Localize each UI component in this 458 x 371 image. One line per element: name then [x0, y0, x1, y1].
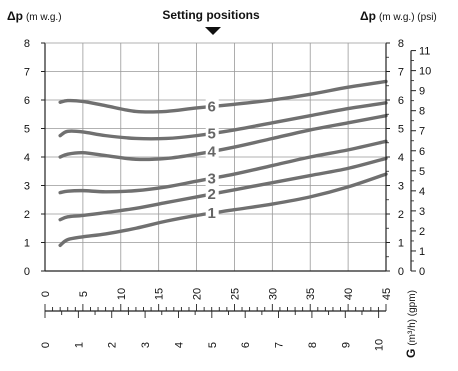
chart-title: Setting positions — [162, 8, 260, 22]
y-right-mwg-label: 6 — [398, 95, 404, 107]
y-axis-left-label: Δp (m w.g.) — [7, 9, 62, 23]
x-m3h-tick-label: 9 — [340, 342, 352, 348]
y-left-tick-label: 5 — [24, 124, 30, 136]
x-gpm-tick-label: 0 — [40, 291, 52, 297]
curve-label-2: 2 — [208, 186, 216, 203]
curve-label-bg — [205, 124, 219, 142]
x-m3h-tick-label: 0 — [40, 342, 52, 348]
psi-tick-label: 9 — [419, 86, 425, 98]
x-axis-label: G(m³/h) (gpm) — [404, 290, 418, 358]
curve-label-3: 3 — [208, 170, 216, 187]
x-gpm-tick-label: 45 — [381, 288, 393, 300]
x-gpm-tick-label: 15 — [154, 288, 166, 300]
x-m3h-tick-label: 2 — [107, 342, 119, 348]
x-gpm-tick-label: 20 — [192, 288, 204, 300]
x-gpm-tick-label: 25 — [229, 288, 241, 300]
x-m3h-tick-label: 10 — [374, 339, 386, 351]
psi-tick-label: 10 — [419, 66, 431, 78]
curve-setting-3 — [58, 139, 388, 195]
setting-arrow-icon — [205, 27, 221, 35]
y-right-mwg-label: 0 — [398, 266, 404, 278]
y-left-tick-label: 4 — [24, 152, 30, 164]
curve-label-1: 1 — [208, 205, 216, 222]
y-left-tick-label: 8 — [24, 38, 30, 50]
x-m3h-tick-label: 7 — [274, 342, 286, 348]
curve-label-bg — [205, 185, 219, 203]
y-axis-right-label: Δp (m w.g.) (psi) — [360, 9, 437, 23]
y-left-tick-label: 6 — [24, 95, 30, 107]
curve-setting-2 — [58, 156, 388, 222]
x-m3h-tick-label: 6 — [240, 342, 252, 348]
psi-tick-label: 6 — [419, 146, 425, 158]
curves: 1 23 45 6 — [58, 79, 388, 248]
y-right-mwg-label: 1 — [398, 238, 404, 250]
y-left-tick-label: 2 — [24, 209, 30, 221]
x-m3h-tick-label: 4 — [173, 342, 185, 348]
psi-tick-label: 2 — [419, 226, 425, 238]
psi-tick-label: 11 — [419, 46, 430, 58]
curve-setting-6 — [58, 79, 388, 114]
x-m3h-tick-label: 5 — [207, 342, 219, 348]
psi-tick-label: 8 — [419, 106, 425, 118]
y-left-tick-label: 0 — [24, 266, 30, 278]
x-gpm-tick-label: 5 — [78, 291, 90, 297]
curve-label-5: 5 — [208, 125, 216, 142]
y-right-mwg-label: 5 — [398, 124, 404, 136]
curve-setting-1 — [58, 172, 388, 248]
y-right-mwg-label: 4 — [398, 152, 404, 164]
y-left-tick-label: 3 — [24, 181, 30, 193]
psi-tick-label: 7 — [419, 126, 425, 138]
x-m3h-tick-label: 1 — [73, 342, 85, 348]
y-right-mwg-label: 7 — [398, 67, 404, 79]
curve-label-4: 4 — [208, 143, 217, 160]
curve-label-6: 6 — [208, 98, 216, 115]
x-gpm-tick-label: 40 — [343, 288, 355, 300]
psi-tick-label: 3 — [419, 206, 425, 218]
x-m3h-tick-label: 8 — [307, 342, 319, 348]
y-right-mwg-label: 3 — [398, 181, 404, 193]
curve-setting-5 — [58, 101, 388, 141]
curve-setting-4 — [58, 113, 388, 162]
x-m3h-tick-label: 3 — [140, 342, 152, 348]
curve-label-bg — [205, 204, 219, 222]
curve-label-bg — [205, 169, 219, 187]
y-left-tick-label: 7 — [24, 67, 30, 79]
psi-tick-label: 4 — [419, 186, 425, 198]
y-right-mwg-label: 2 — [398, 209, 404, 221]
curve-label-bg — [205, 142, 219, 160]
y-right-mwg-label: 8 — [398, 38, 404, 50]
psi-tick-label: 1 — [419, 246, 425, 258]
y-left-tick-label: 1 — [24, 238, 30, 250]
x-gpm-tick-label: 10 — [116, 288, 128, 300]
curve-label-bg — [205, 97, 219, 115]
psi-tick-label: 0 — [419, 266, 425, 278]
psi-tick-label: 5 — [419, 166, 425, 178]
x-gpm-tick-label: 35 — [305, 288, 317, 300]
x-gpm-tick-label: 30 — [267, 288, 279, 300]
